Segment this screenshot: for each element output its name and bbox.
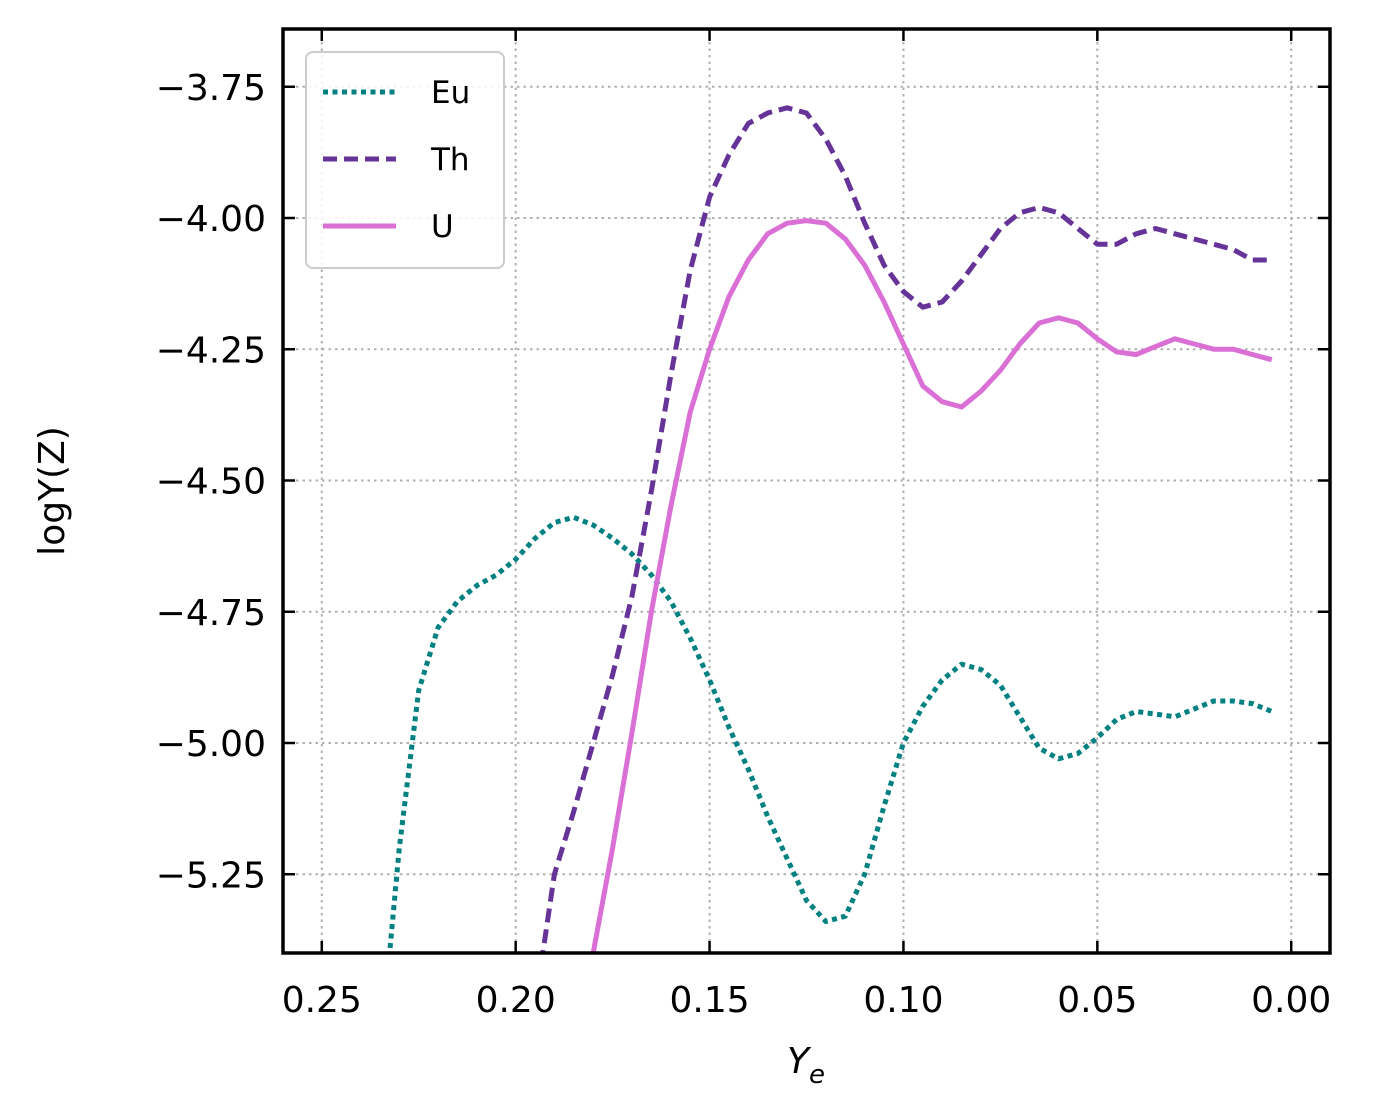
x-axis-title: Ye xyxy=(787,1041,825,1090)
plot-frame xyxy=(281,27,1332,955)
y-tick-label: −4.75 xyxy=(156,593,266,634)
legend-box xyxy=(305,51,505,269)
y-tick-label: −5.00 xyxy=(156,724,266,765)
x-tick-label: 0.25 xyxy=(282,980,362,1021)
legend-label-th: Th xyxy=(430,142,470,178)
x-tick-label: 0.00 xyxy=(1251,980,1331,1021)
x-tick-label: 0.15 xyxy=(669,980,749,1021)
series-line-th xyxy=(540,105,1272,953)
legend: Eu Th U xyxy=(305,51,505,269)
series-layer xyxy=(387,105,1273,953)
y-tick-label: −4.50 xyxy=(156,462,266,503)
y-axis-title: logY(Z) xyxy=(32,426,73,556)
x-tick-label: 0.10 xyxy=(863,980,943,1021)
ticks: 0.25 0.20 0.15 0.10 0.05 0.00 −3.75 −4.00 −4.25 −… xyxy=(156,29,1331,1021)
legend-label-eu: Eu xyxy=(431,75,470,111)
series-line-eu xyxy=(387,514,1273,953)
y-tick-label: −4.25 xyxy=(156,330,266,371)
x-tick-label: 0.20 xyxy=(476,980,556,1021)
x-axis-title-main: Y xyxy=(787,1041,812,1082)
x-tick-label: 0.05 xyxy=(1057,980,1137,1021)
grid xyxy=(283,29,1330,953)
y-tick-label: −4.00 xyxy=(156,199,266,240)
y-tick-label: −3.75 xyxy=(156,68,266,109)
x-axis-title-subscript: e xyxy=(809,1060,825,1090)
legend-label-u: U xyxy=(431,209,454,245)
y-tick-label: −5.25 xyxy=(156,855,266,896)
series-line-u xyxy=(590,218,1273,953)
